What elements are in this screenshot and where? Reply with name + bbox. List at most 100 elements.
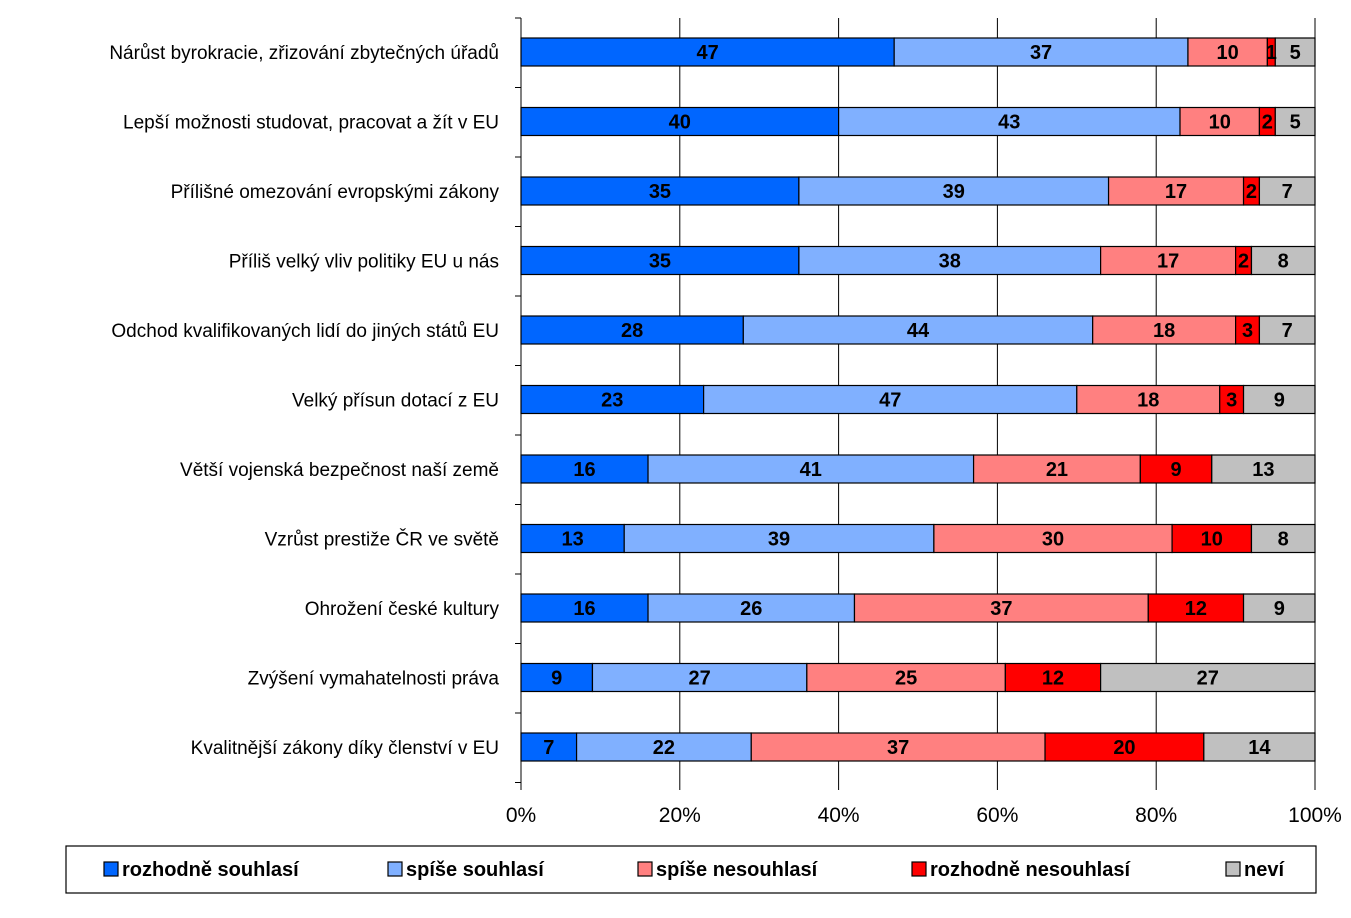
bar-segment — [893, 37, 1189, 67]
data-label: 13 — [561, 529, 583, 551]
bar-segment — [520, 384, 705, 415]
data-label: 14 — [1248, 737, 1271, 759]
x-tick-label: 0% — [506, 804, 536, 827]
data-label: 18 — [1137, 390, 1159, 412]
data-label: 37 — [887, 737, 909, 759]
x-tick-label: 40% — [818, 804, 860, 827]
category-axis — [515, 17, 522, 784]
data-label: 5 — [1290, 112, 1301, 134]
data-label: 25 — [895, 668, 917, 690]
data-label: 41 — [800, 459, 822, 481]
data-label: 9 — [551, 668, 562, 690]
data-label: 23 — [601, 390, 623, 412]
bar-segment — [1258, 176, 1316, 206]
x-tick-label: 20% — [659, 804, 701, 827]
bar-segment — [1274, 106, 1316, 137]
bar-segment — [1076, 384, 1221, 415]
category-label: Kvalitnější zákony díky členství v EU — [191, 738, 499, 759]
legend-swatch — [637, 861, 653, 877]
bar-segment — [798, 176, 1110, 206]
data-label: 13 — [1252, 459, 1274, 481]
bar-segment — [520, 106, 840, 137]
bar-segment — [647, 454, 975, 484]
bar-segment — [853, 593, 1149, 623]
bar-segment — [1107, 176, 1245, 206]
data-label: 10 — [1209, 112, 1231, 134]
data-label: 3 — [1226, 390, 1237, 412]
bars — [520, 37, 1316, 762]
legend-swatch — [387, 861, 403, 877]
data-label: 35 — [649, 181, 671, 203]
data-label: 9 — [1170, 459, 1181, 481]
bar-segment — [1258, 315, 1316, 345]
bar-segment — [1044, 732, 1205, 762]
bar-segment — [806, 662, 1006, 693]
legend-swatch — [103, 861, 119, 877]
category-label: Větší vojenská bezpečnost naší země — [180, 460, 499, 481]
bar-segment — [575, 732, 752, 762]
legend: rozhodně souhlasí spíše souhlasí spíše nes… — [65, 845, 1317, 894]
data-label: 5 — [1290, 42, 1301, 64]
bar-segment — [623, 523, 935, 554]
category-labels: Nárůst byrokracie, zřizování zbytečných … — [109, 43, 499, 759]
data-label: 2 — [1262, 112, 1273, 134]
category-label: Příliš velký vliv politiky EU u nás — [229, 252, 499, 273]
bar-segment — [742, 315, 1094, 345]
legend-box — [65, 845, 1317, 894]
data-label: 37 — [1030, 42, 1052, 64]
legend-swatch — [911, 861, 927, 877]
legend-label: neví — [1244, 859, 1285, 881]
bar-segment — [1147, 593, 1245, 623]
bar-segment — [520, 662, 594, 693]
data-label: 12 — [1185, 598, 1207, 620]
bar-segment — [1242, 384, 1316, 415]
category-label: Lepší možnosti studovat, pracovat a žít … — [123, 113, 499, 134]
bar-segment — [1092, 315, 1237, 345]
data-label: 27 — [1197, 668, 1219, 690]
bar-segment — [1242, 593, 1316, 623]
data-label: 17 — [1157, 251, 1179, 273]
data-label: 26 — [740, 598, 762, 620]
bar-segment — [1171, 523, 1253, 554]
legend-label: spíše nesouhlasí — [656, 859, 819, 881]
x-tick-label: 60% — [976, 804, 1018, 827]
bar-segment — [798, 245, 1102, 276]
category-label: Vzrůst prestiže ČR ve světě — [265, 529, 499, 551]
data-label: 16 — [573, 459, 595, 481]
data-label: 20 — [1113, 737, 1135, 759]
bar-segment — [1250, 245, 1316, 276]
data-label: 28 — [621, 320, 643, 342]
data-label: 16 — [573, 598, 595, 620]
data-label: 35 — [649, 251, 671, 273]
data-label: 27 — [689, 668, 711, 690]
data-label: 44 — [907, 320, 930, 342]
data-labels: 47 37 10 1 540 43 10 2 535 39 17 2 735 38 17 2 828 44 18 3 7… — [543, 42, 1300, 759]
bar-segment — [1203, 732, 1316, 762]
data-label: 10 — [1201, 529, 1223, 551]
legend-label: spíše souhlasí — [406, 859, 545, 881]
data-label: 30 — [1042, 529, 1064, 551]
bar-segment — [520, 732, 578, 762]
data-label: 40 — [669, 112, 691, 134]
data-label: 8 — [1278, 529, 1289, 551]
bar-segment — [1211, 454, 1316, 484]
legend-swatch — [1225, 861, 1241, 877]
data-label: 39 — [768, 529, 790, 551]
bar-segment — [1100, 662, 1316, 693]
bar-segment — [933, 523, 1173, 554]
data-label: 2 — [1246, 181, 1257, 203]
data-label: 9 — [1274, 598, 1285, 620]
data-label: 7 — [1282, 320, 1293, 342]
data-label: 43 — [998, 112, 1020, 134]
data-label: 39 — [943, 181, 965, 203]
data-label: 22 — [653, 737, 675, 759]
legend-label: rozhodně souhlasí — [122, 859, 300, 881]
bar-segment — [520, 245, 800, 276]
category-label: Zvýšení vymahatelnosti práva — [248, 669, 500, 690]
data-label: 17 — [1165, 181, 1187, 203]
legend-label: rozhodně nesouhlasí — [930, 859, 1131, 881]
data-label: 7 — [543, 737, 554, 759]
category-label: Nárůst byrokracie, zřizování zbytečných … — [109, 43, 499, 64]
bar-segment — [591, 662, 808, 693]
